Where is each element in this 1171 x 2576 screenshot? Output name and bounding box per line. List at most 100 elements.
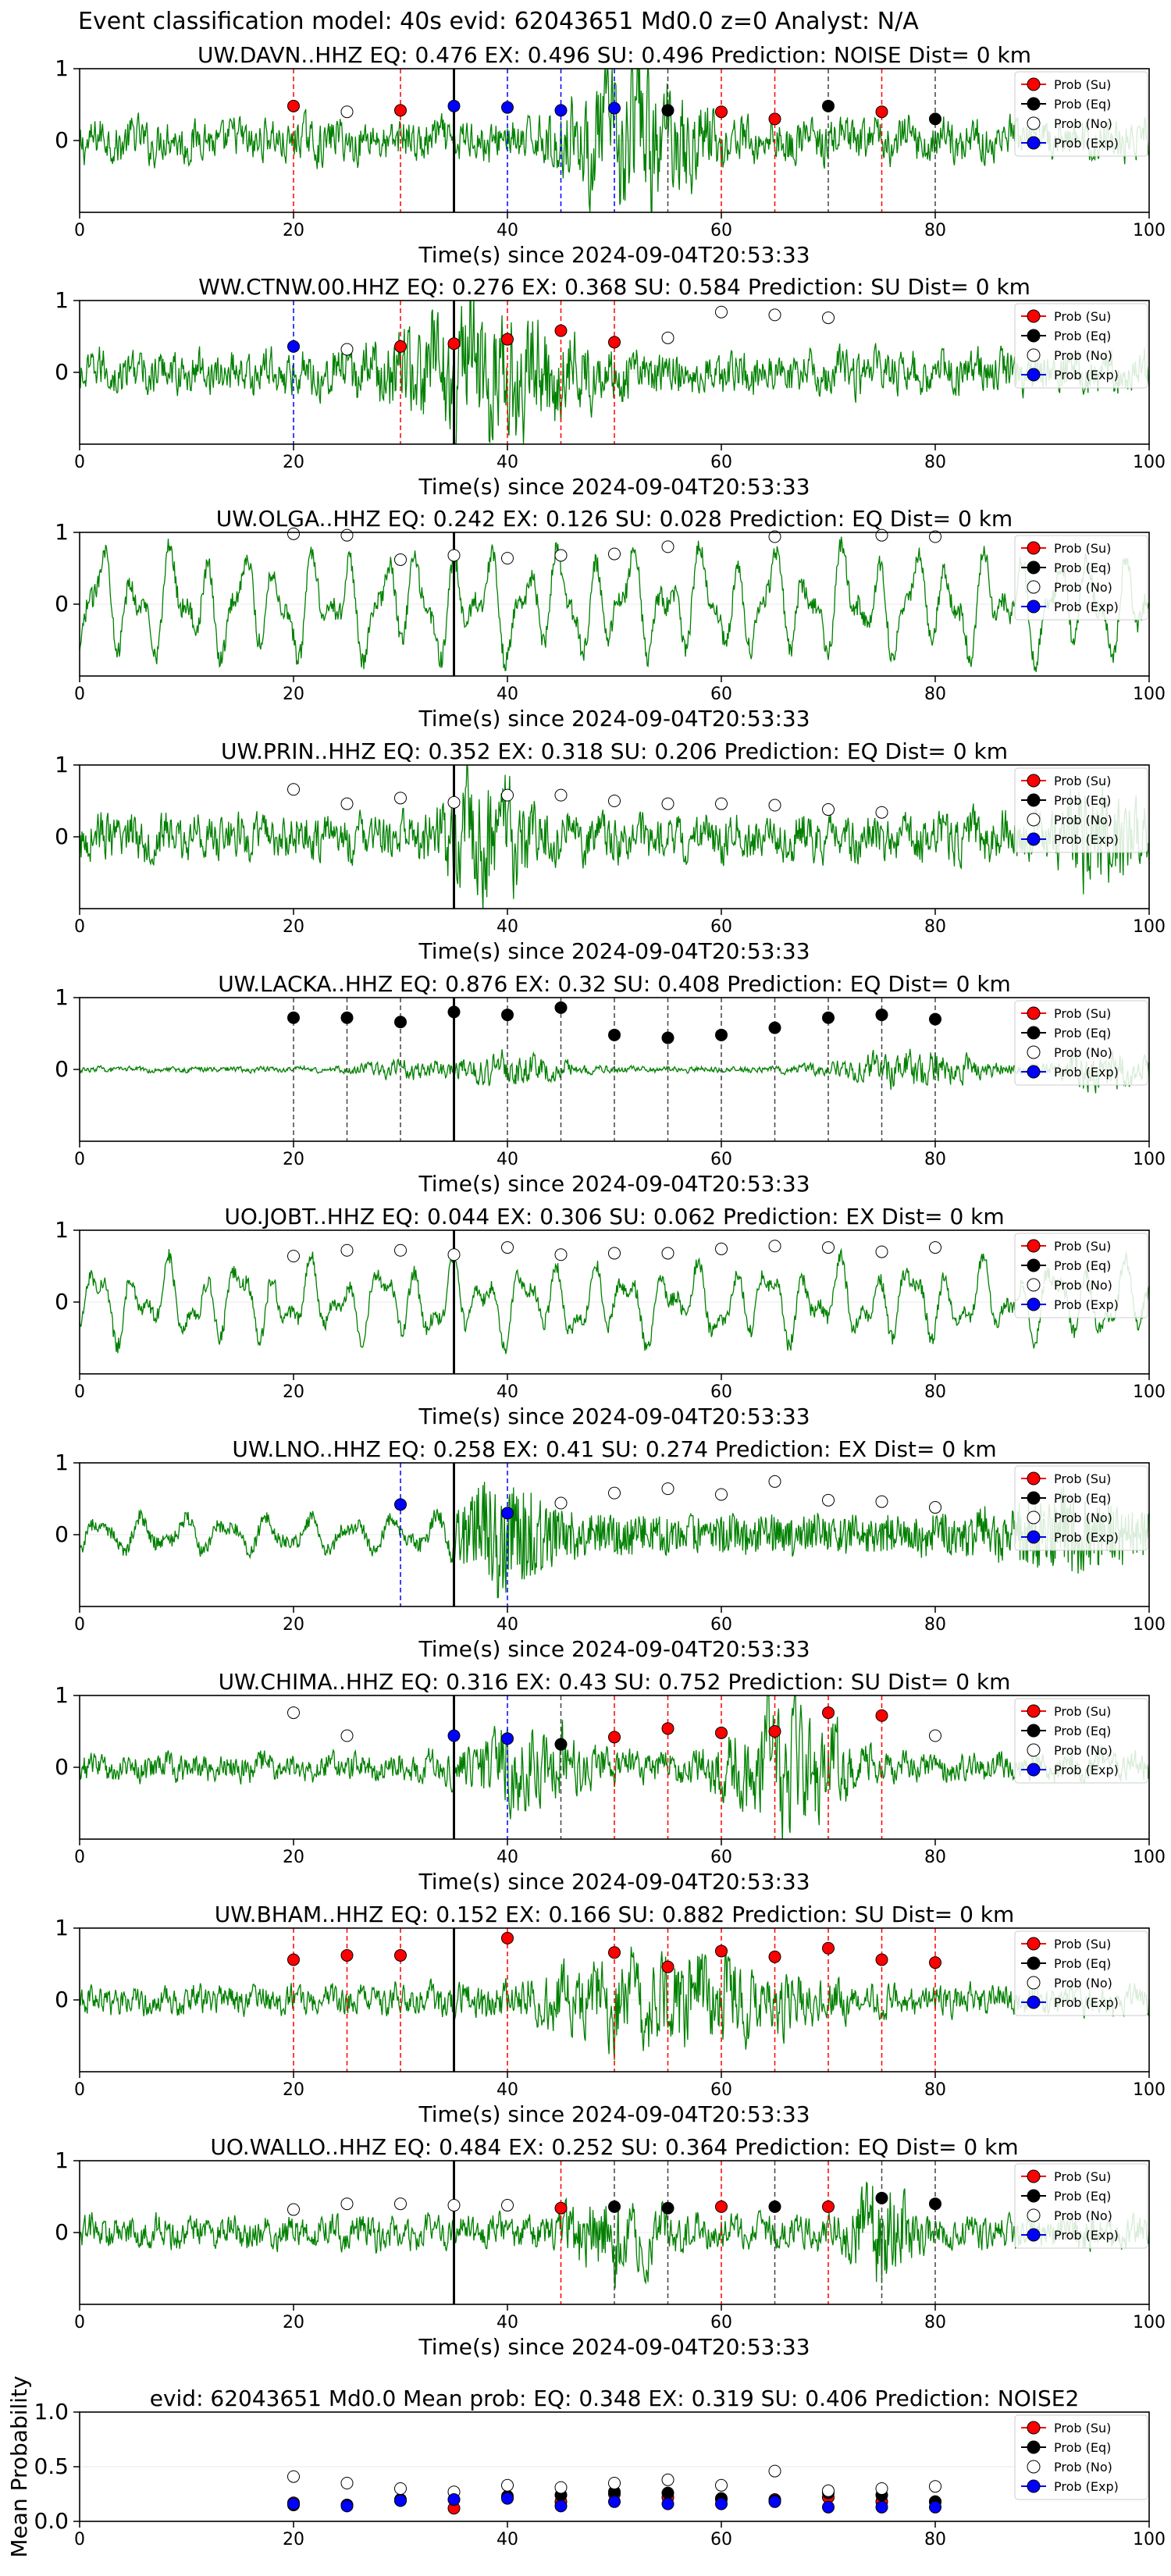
prob-point-no — [822, 311, 835, 325]
prob-point-exp — [394, 1498, 407, 1511]
prob-point-su — [608, 336, 621, 349]
y-tick-label: 0 — [55, 2219, 69, 2245]
prob-point-su — [875, 105, 888, 119]
prob-point-no — [875, 1245, 888, 1258]
x-tick-label: 100 — [1133, 221, 1166, 240]
legend: Prob (Su) Prob (Eq) Prob (No) Prob (Exp) — [1014, 1698, 1148, 1784]
waveform-trace — [80, 1695, 1149, 1839]
y-tick-label: 1 — [55, 1915, 69, 1941]
prob-point-no — [447, 1248, 461, 1261]
y-tick-label: 0 — [55, 1056, 69, 1082]
station-panel-4: UW.PRIN..HHZ EQ: 0.352 EX: 0.318 SU: 0.2… — [55, 738, 1166, 964]
x-tick-label: 60 — [710, 2313, 732, 2332]
prob-point-eq — [929, 112, 941, 126]
legend-box — [1014, 1465, 1148, 1551]
prob-point-no — [287, 1706, 300, 1720]
prob-point-exp — [501, 1732, 514, 1745]
panel-title: evid: 62043651 Md0.0 Mean prob: EQ: 0.34… — [150, 2386, 1080, 2411]
x-axis-label: Time(s) since 2024-09-04T20:53:33 — [418, 938, 810, 964]
x-axis-label: Time(s) since 2024-09-04T20:53:33 — [418, 2334, 810, 2360]
prob-point-no — [661, 540, 674, 553]
prob-point-eq — [715, 1028, 728, 1041]
x-tick-label: 0 — [74, 1382, 85, 1402]
x-tick-label: 40 — [497, 1848, 518, 1867]
legend-label-su: Prob (Su) — [1054, 77, 1111, 92]
y-tick-label: 1 — [55, 519, 69, 545]
x-tick-label: 60 — [710, 1615, 732, 1635]
legend-marker-no — [1027, 1045, 1041, 1059]
prob-point-su — [715, 2200, 728, 2213]
legend-marker-su — [1027, 2169, 1041, 2183]
prob-point-eq — [554, 1738, 568, 1751]
x-tick-label: 40 — [497, 917, 518, 937]
prob-point-no — [340, 528, 354, 542]
legend: Prob (Su) Prob (Eq) Prob (No) Prob (Exp) — [1014, 303, 1148, 389]
prob-point-no — [875, 528, 888, 542]
legend-marker-su — [1027, 77, 1041, 91]
prob-point-eq — [929, 1012, 941, 1026]
prob-point-no — [822, 1241, 835, 1254]
legend-marker-su — [1027, 1239, 1041, 1253]
prob-point-no — [875, 806, 888, 819]
prob-point-no — [822, 803, 835, 817]
prob-point-su — [715, 105, 728, 119]
x-tick-label: 40 — [497, 453, 518, 472]
x-tick-label: 0 — [74, 2080, 85, 2100]
x-tick-label: 40 — [497, 2530, 518, 2549]
prob-point-exp — [501, 1507, 514, 1520]
prob-point-no — [822, 1493, 835, 1507]
legend: Prob (Su) Prob (Eq) Prob (No) Prob (Exp) — [1014, 767, 1148, 853]
mean-point-exp — [661, 2497, 674, 2510]
waveform-trace — [80, 1048, 1149, 1094]
prob-point-su — [394, 340, 407, 353]
legend-label-su: Prob (Su) — [1054, 1006, 1111, 1021]
station-panel-8: UW.CHIMA..HHZ EQ: 0.316 EX: 0.43 SU: 0.7… — [55, 1669, 1166, 1895]
prob-point-no — [447, 795, 461, 809]
x-tick-label: 60 — [710, 917, 732, 937]
panel-title: UW.BHAM..HHZ EQ: 0.152 EX: 0.166 SU: 0.8… — [215, 1902, 1015, 1927]
x-tick-label: 40 — [497, 221, 518, 240]
prob-point-su — [875, 1709, 888, 1722]
legend-label-su: Prob (Su) — [1054, 309, 1111, 324]
legend-marker-eq — [1027, 1956, 1041, 1970]
legend-marker-exp — [1027, 368, 1041, 382]
panel-title: UW.DAVN..HHZ EQ: 0.476 EX: 0.496 SU: 0.4… — [198, 42, 1031, 68]
x-tick-label: 40 — [497, 2313, 518, 2332]
legend-label-su: Prob (Su) — [1054, 1704, 1111, 1719]
panel-title: UW.LNO..HHZ EQ: 0.258 EX: 0.41 SU: 0.274… — [232, 1436, 996, 1462]
legend-marker-exp — [1027, 2228, 1041, 2242]
prob-point-su — [929, 1956, 941, 1969]
mean-point-exp — [554, 2500, 568, 2513]
x-axis-label: Time(s) since 2024-09-04T20:53:33 — [418, 2101, 810, 2127]
prob-point-su — [768, 1725, 781, 1738]
prob-point-no — [447, 549, 461, 562]
x-axis-label: Time(s) since 2024-09-04T20:53:33 — [418, 1636, 810, 1662]
y-tick-label: 1 — [55, 1450, 69, 1475]
prob-point-su — [608, 1731, 621, 1744]
legend: Prob (Su) Prob (Eq) Prob (No) Prob (Exp) — [1014, 1000, 1148, 1086]
legend-marker-exp — [1027, 832, 1041, 846]
y-tick-label: 1 — [55, 984, 69, 1010]
station-panel-5: UW.LACKA..HHZ EQ: 0.876 EX: 0.32 SU: 0.4… — [55, 971, 1166, 1197]
legend-label-su: Prob (Su) — [1054, 2421, 1111, 2435]
legend-marker-su — [1027, 1937, 1041, 1951]
prob-point-eq — [287, 1011, 300, 1024]
x-tick-label: 20 — [283, 1615, 304, 1635]
x-tick-label: 20 — [283, 2530, 304, 2549]
prob-point-no — [608, 1486, 621, 1500]
legend-label-no: Prob (No) — [1054, 580, 1112, 595]
y-axis-label: Mean Probability — [6, 2375, 32, 2557]
legend-label-exp: Prob (Exp) — [1054, 832, 1119, 847]
mean-point-eq — [661, 2486, 674, 2500]
x-tick-label: 20 — [283, 1150, 304, 1169]
legend-label-exp: Prob (Exp) — [1054, 1995, 1119, 2010]
legend-box — [1014, 303, 1148, 389]
legend-marker-no — [1027, 1976, 1041, 1990]
legend-marker-exp — [1027, 1995, 1041, 2009]
legend-marker-eq — [1027, 1258, 1041, 1272]
x-tick-label: 60 — [710, 1848, 732, 1867]
legend-label-no: Prob (No) — [1054, 813, 1112, 827]
legend-box — [1014, 1698, 1148, 1784]
x-tick-label: 0 — [74, 1848, 85, 1867]
x-tick-label: 80 — [924, 917, 946, 937]
